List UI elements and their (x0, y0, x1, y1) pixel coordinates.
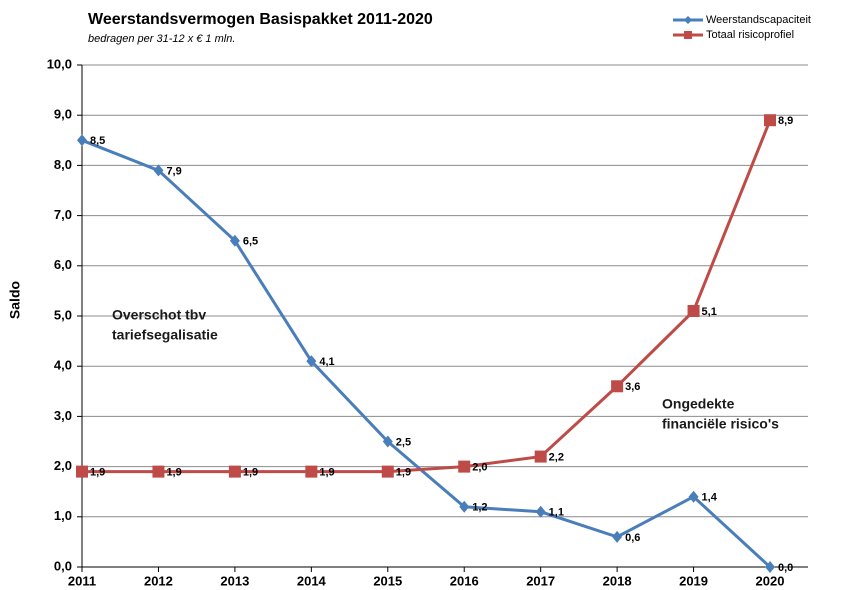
x-tick-label: 2015 (373, 573, 402, 588)
x-tick-label: 2011 (68, 573, 96, 588)
chart-title: Weerstandsvermogen Basispakket 2011-2020 (88, 11, 433, 28)
y-tick-label: 3,0 (54, 408, 72, 423)
marker (152, 465, 165, 478)
y-tick-label: 4,0 (54, 358, 72, 373)
marker (535, 505, 546, 518)
x-tick-label: 2014 (297, 573, 327, 588)
marker (306, 355, 317, 368)
data-label: 0,0 (778, 562, 793, 574)
x-tick-label: 2012 (144, 573, 173, 588)
x-tick-label: 2013 (220, 573, 249, 588)
x-tick-label: 2018 (603, 573, 632, 588)
data-label: 1,1 (549, 507, 564, 519)
y-tick-label: 2,0 (54, 458, 72, 473)
annotation: Ongedekte (662, 396, 735, 412)
data-label: 1,9 (396, 467, 411, 479)
marker (77, 134, 87, 147)
data-label: 0,6 (625, 532, 640, 544)
data-label: 7,9 (166, 165, 181, 177)
y-tick-label: 6,0 (54, 257, 72, 272)
data-label: 2,0 (472, 462, 487, 474)
data-label: 8,9 (778, 115, 793, 127)
y-tick-label: 9,0 (54, 107, 72, 122)
marker (534, 450, 547, 463)
marker (228, 465, 241, 478)
x-tick-label: 2020 (756, 573, 785, 588)
legend-label: Totaal risicoprofiel (706, 29, 794, 41)
marker (229, 234, 240, 247)
legend-marker (684, 31, 692, 39)
x-tick-label: 2019 (679, 573, 708, 588)
data-label: 1,9 (319, 467, 334, 479)
y-tick-label: 10,0 (47, 56, 72, 71)
marker (611, 380, 624, 393)
data-label: 8,5 (90, 135, 105, 147)
marker (305, 465, 318, 478)
data-label: 1,9 (243, 467, 258, 479)
data-label: 6,5 (243, 236, 258, 248)
data-label: 1,2 (472, 502, 487, 514)
legend-marker (684, 16, 692, 24)
y-axis-label: Saldo (7, 281, 23, 319)
data-label: 2,2 (549, 451, 564, 463)
marker (76, 465, 88, 478)
y-tick-label: 8,0 (54, 157, 72, 172)
chart-subtitle: bedragen per 31-12 x € 1 mln. (88, 33, 235, 45)
marker (688, 490, 699, 503)
marker (381, 465, 394, 478)
y-tick-label: 5,0 (54, 307, 72, 322)
data-label: 2,5 (396, 436, 411, 448)
marker (458, 460, 471, 473)
marker (382, 435, 393, 448)
y-tick-label: 0,0 (54, 558, 72, 573)
y-tick-label: 7,0 (54, 207, 72, 222)
data-label: 1,9 (90, 467, 105, 479)
data-label: 1,4 (702, 492, 718, 504)
data-label: 5,1 (702, 306, 717, 318)
x-tick-label: 2017 (526, 573, 555, 588)
marker (612, 530, 623, 543)
series-line (81, 138, 772, 569)
marker (153, 164, 164, 177)
y-tick-label: 1,0 (54, 508, 72, 523)
marker (687, 304, 700, 317)
data-label: 3,6 (625, 381, 640, 393)
data-label: 1,9 (166, 467, 181, 479)
data-label: 4,1 (319, 356, 334, 368)
annotation: Overschot tbv (112, 307, 206, 323)
annotation: tariefsegalisatie (112, 327, 218, 343)
marker (765, 561, 775, 573)
x-tick-label: 2016 (450, 573, 479, 588)
marker (764, 114, 776, 127)
series-line (82, 119, 772, 474)
annotation: financiële risico's (662, 416, 779, 432)
legend-label: Weerstandscapaciteit (706, 14, 811, 26)
marker (459, 500, 470, 513)
